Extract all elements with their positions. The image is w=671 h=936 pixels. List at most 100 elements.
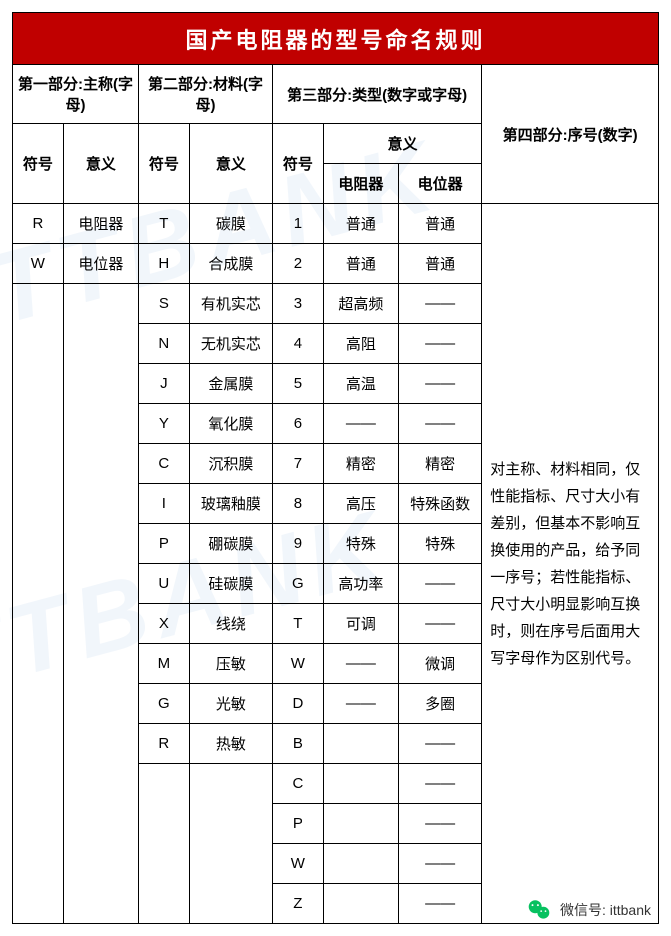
- p3-sym: W: [273, 844, 324, 884]
- p3-sym: 5: [273, 364, 324, 404]
- p3-r: 高功率: [323, 564, 398, 604]
- p3-p: ——: [398, 404, 481, 444]
- p2-mean: 金属膜: [189, 364, 272, 404]
- p2-sym: R: [138, 724, 189, 764]
- p3-p: 普通: [398, 244, 481, 284]
- header-symbol-3: 符号: [273, 124, 324, 204]
- p3-r: 高阻: [323, 324, 398, 364]
- p2-mean: 线绕: [189, 604, 272, 644]
- header-resistor: 电阻器: [323, 164, 398, 204]
- p3-sym: 4: [273, 324, 324, 364]
- p3-sym: 7: [273, 444, 324, 484]
- p3-p: ——: [398, 284, 481, 324]
- p2-mean: 合成膜: [189, 244, 272, 284]
- p3-r: [323, 884, 398, 924]
- p1-mean: 电阻器: [63, 204, 138, 244]
- p3-p: ——: [398, 764, 481, 804]
- header-symbol-2: 符号: [138, 124, 189, 204]
- p3-p: 普通: [398, 204, 481, 244]
- p2-mean: 有机实芯: [189, 284, 272, 324]
- p3-sym: 6: [273, 404, 324, 444]
- p2-sym: U: [138, 564, 189, 604]
- header-meaning-2: 意义: [189, 124, 272, 204]
- p2-sym: T: [138, 204, 189, 244]
- p3-sym: G: [273, 564, 324, 604]
- p3-sym: C: [273, 764, 324, 804]
- p3-sym: T: [273, 604, 324, 644]
- p1-sym: W: [13, 244, 64, 284]
- p3-r: [323, 844, 398, 884]
- p3-p: 特殊函数: [398, 484, 481, 524]
- header-potentiometer: 电位器: [398, 164, 481, 204]
- p3-r: 普通: [323, 204, 398, 244]
- p3-r: [323, 804, 398, 844]
- p2-sym: Y: [138, 404, 189, 444]
- p3-r: 普通: [323, 244, 398, 284]
- p2-mean: 沉积膜: [189, 444, 272, 484]
- p3-p: 微调: [398, 644, 481, 684]
- p2-mean: 热敏: [189, 724, 272, 764]
- header-part1: 第一部分:主称(字母): [13, 65, 139, 124]
- p2-empty: [138, 764, 189, 924]
- p2-mean: 碳膜: [189, 204, 272, 244]
- p3-sym: W: [273, 644, 324, 684]
- p3-r: 超高频: [323, 284, 398, 324]
- p3-p: 特殊: [398, 524, 481, 564]
- p3-sym: 9: [273, 524, 324, 564]
- p2-empty: [189, 764, 272, 924]
- p3-r: 高压: [323, 484, 398, 524]
- p3-sym: D: [273, 684, 324, 724]
- p2-mean: 氧化膜: [189, 404, 272, 444]
- table-row: R电阻器T碳膜1普通普通对主称、材料相同，仅性能指标、尺寸大小有差别，但基本不影…: [13, 204, 659, 244]
- p1-mean: 电位器: [63, 244, 138, 284]
- p3-r: [323, 724, 398, 764]
- p2-sym: C: [138, 444, 189, 484]
- p3-r: 高温: [323, 364, 398, 404]
- p2-sym: N: [138, 324, 189, 364]
- p3-p: 多圈: [398, 684, 481, 724]
- p2-sym: S: [138, 284, 189, 324]
- p2-mean: 光敏: [189, 684, 272, 724]
- header-symbol-1: 符号: [13, 124, 64, 204]
- p3-r: 特殊: [323, 524, 398, 564]
- header-meaning-3: 意义: [323, 124, 481, 164]
- p2-mean: 无机实芯: [189, 324, 272, 364]
- wechat-icon: [526, 897, 552, 923]
- header-meaning-1: 意义: [63, 124, 138, 204]
- p3-r: ——: [323, 644, 398, 684]
- note-cell: 对主称、材料相同，仅性能指标、尺寸大小有差别，但基本不影响互换使用的产品，给予同…: [482, 204, 659, 924]
- p2-sym: H: [138, 244, 189, 284]
- footer: 微信号: ittbank: [526, 897, 651, 923]
- header-part3: 第三部分:类型(数字或字母): [273, 65, 482, 124]
- p3-p: ——: [398, 844, 481, 884]
- p1-empty: [13, 284, 64, 924]
- p3-r: [323, 764, 398, 804]
- footer-label: 微信号: ittbank: [560, 900, 651, 920]
- p2-mean: 压敏: [189, 644, 272, 684]
- p3-p: ——: [398, 364, 481, 404]
- p3-r: ——: [323, 684, 398, 724]
- header-part2: 第二部分:材料(字母): [138, 65, 272, 124]
- p2-mean: 玻璃釉膜: [189, 484, 272, 524]
- p3-p: ——: [398, 324, 481, 364]
- p3-p: ——: [398, 724, 481, 764]
- p2-sym: M: [138, 644, 189, 684]
- table-title: 国产电阻器的型号命名规则: [13, 13, 659, 65]
- p3-sym: Z: [273, 884, 324, 924]
- p3-sym: 1: [273, 204, 324, 244]
- p3-p: ——: [398, 564, 481, 604]
- p1-empty: [63, 284, 138, 924]
- p3-p: ——: [398, 804, 481, 844]
- naming-rules-table: 国产电阻器的型号命名规则 第一部分:主称(字母) 第二部分:材料(字母) 第三部…: [12, 12, 659, 924]
- p3-sym: 2: [273, 244, 324, 284]
- p3-sym: 8: [273, 484, 324, 524]
- p3-p: ——: [398, 604, 481, 644]
- p1-sym: R: [13, 204, 64, 244]
- p2-sym: G: [138, 684, 189, 724]
- p3-sym: B: [273, 724, 324, 764]
- p3-p: ——: [398, 884, 481, 924]
- p3-r: 精密: [323, 444, 398, 484]
- p3-sym: 3: [273, 284, 324, 324]
- p2-sym: X: [138, 604, 189, 644]
- p3-r: 可调: [323, 604, 398, 644]
